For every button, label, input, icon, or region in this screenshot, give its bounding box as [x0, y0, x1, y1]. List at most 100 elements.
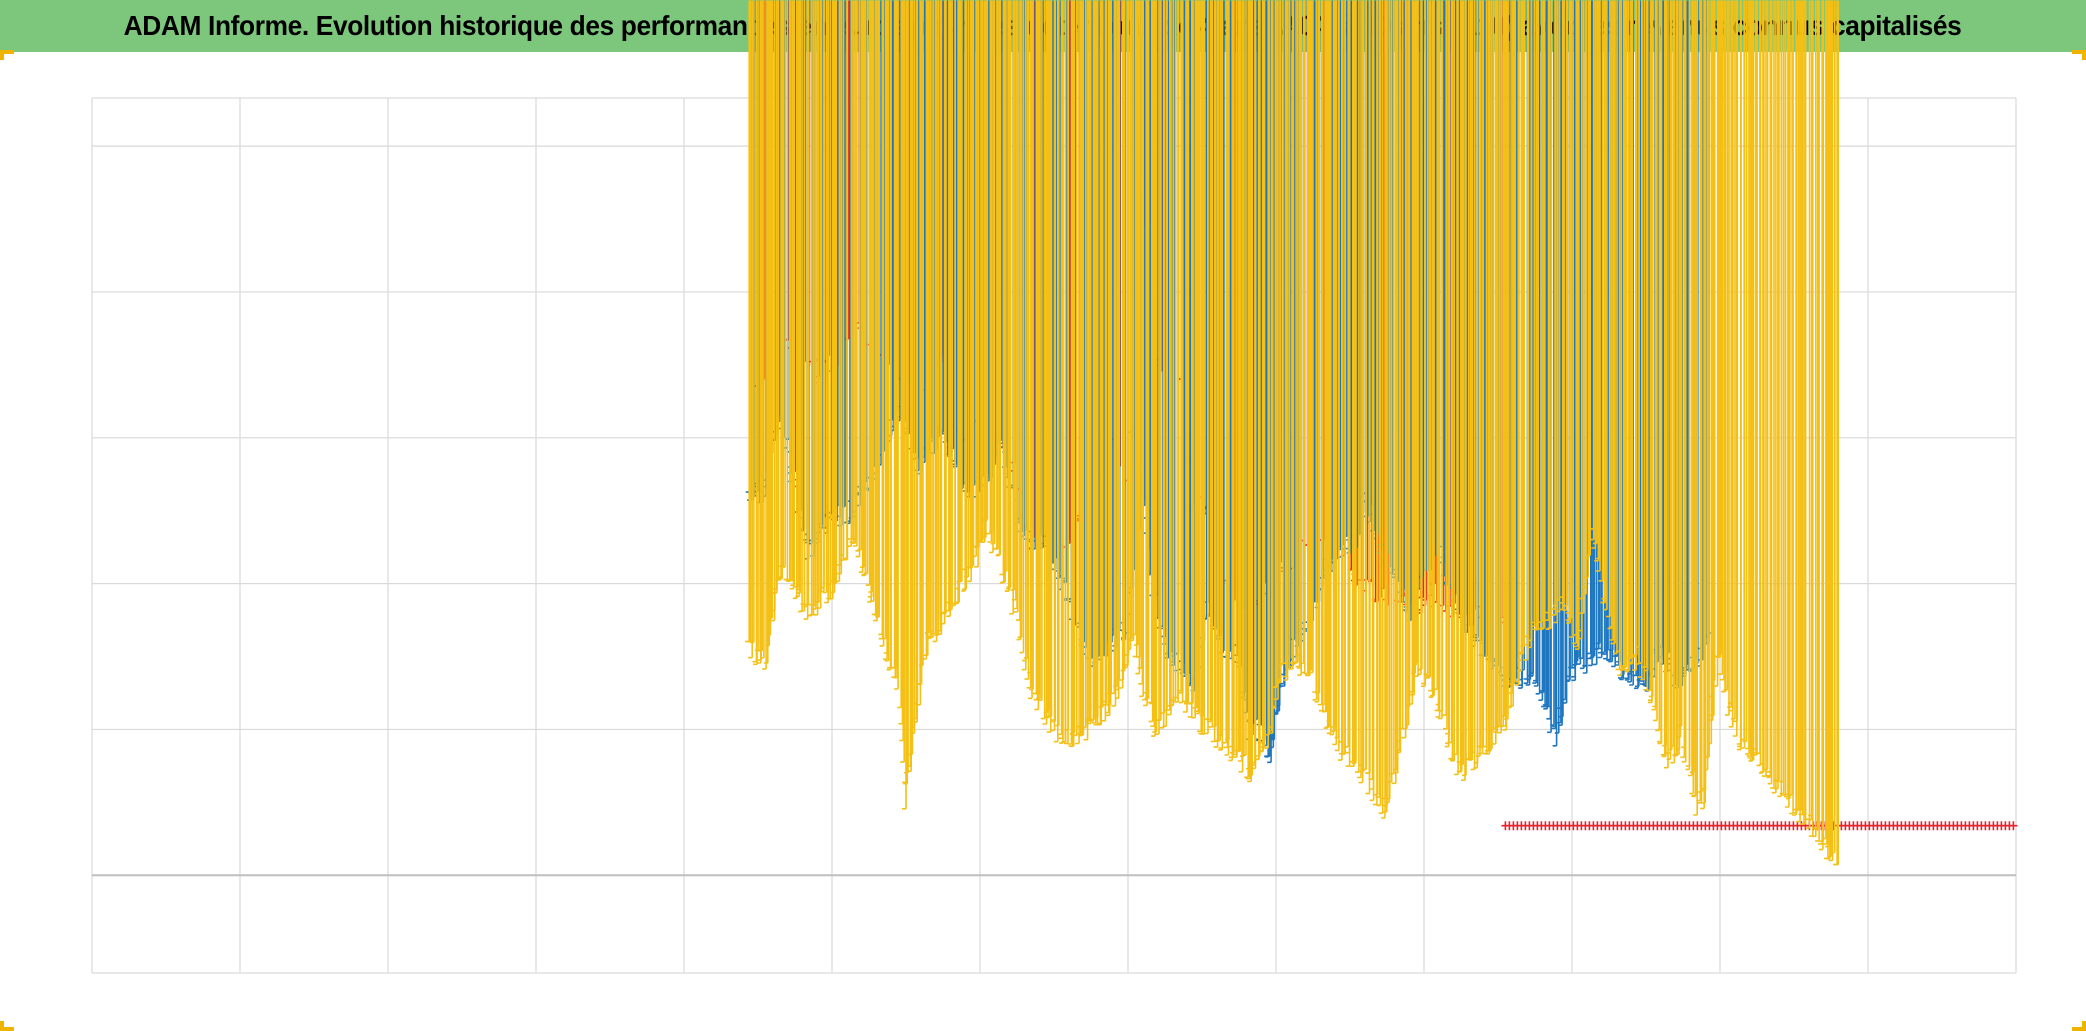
data-point-marker	[1828, 0, 1834, 862]
data-point-marker	[1640, 0, 1646, 681]
data-point-marker	[1009, 0, 1014, 615]
data-point-marker	[1657, 0, 1663, 745]
data-point-marker	[936, 0, 942, 632]
data-point-marker	[1234, 0, 1240, 752]
data-point-marker	[897, 0, 902, 709]
data-point-marker	[1520, 0, 1525, 648]
data-point-marker	[1725, 0, 1730, 716]
data-point-marker	[893, 0, 898, 679]
data-point-marker	[1566, 0, 1571, 624]
data-point-marker	[1271, 0, 1277, 709]
data-point-marker	[1624, 0, 1629, 671]
data-point-marker	[1192, 0, 1198, 709]
data-point-marker	[1207, 0, 1212, 723]
data-point-marker	[1318, 0, 1324, 712]
data-point-marker	[1111, 0, 1117, 707]
data-point-marker	[1721, 0, 1726, 693]
data-point-marker	[1582, 0, 1587, 595]
series-layer	[745, 0, 2018, 866]
data-point-marker	[1178, 0, 1184, 704]
data-point-marker	[1701, 0, 1707, 792]
data-point-marker	[1268, 0, 1274, 728]
data-point-marker	[1705, 0, 1710, 758]
data-point-marker	[955, 0, 960, 603]
data-point-marker	[983, 0, 989, 521]
data-point-marker	[1540, 0, 1546, 629]
data-point-marker	[1508, 0, 1514, 694]
data-point-marker	[923, 0, 929, 656]
data-point-marker	[1024, 0, 1030, 680]
data-point-marker	[1373, 0, 1379, 796]
data-point-marker	[1606, 0, 1611, 618]
data-point-marker	[1685, 0, 1691, 771]
data-point-marker	[1815, 0, 1820, 842]
data-point-marker	[1184, 0, 1190, 704]
data-point-marker	[1661, 0, 1667, 758]
data-point-marker	[1091, 0, 1097, 724]
data-point-marker	[940, 0, 946, 625]
data-point-marker	[1232, 0, 1238, 758]
data-point-marker	[1824, 0, 1830, 848]
data-point-marker	[1378, 0, 1384, 814]
data-point-marker	[1720, 0, 1725, 681]
data-point-marker	[931, 0, 937, 635]
data-point-marker	[749, 0, 755, 644]
data-point-marker	[1279, 0, 1284, 666]
data-point-marker	[904, 0, 909, 774]
data-point-marker	[855, 0, 861, 552]
data-point-marker	[813, 0, 819, 616]
data-point-marker	[1357, 0, 1362, 779]
data-point-marker	[1617, 0, 1623, 677]
data-point-marker	[1079, 0, 1085, 736]
data-point-marker	[1101, 0, 1107, 703]
data-point-marker	[1680, 0, 1686, 759]
data-point-marker	[969, 0, 975, 567]
data-point-marker	[860, 0, 865, 568]
data-point-marker	[1006, 0, 1012, 588]
data-point-marker	[1387, 0, 1393, 783]
data-point-marker	[1586, 0, 1591, 557]
data-point-marker	[1443, 0, 1448, 730]
data-point-marker	[1476, 0, 1482, 748]
data-point-marker	[1174, 0, 1179, 703]
data-point-marker	[967, 0, 972, 583]
data-point-marker	[824, 0, 829, 604]
data-point-marker	[770, 0, 776, 612]
data-point-marker	[879, 0, 885, 647]
data-point-marker	[1325, 0, 1331, 728]
series-red-flat	[1501, 821, 2018, 831]
data-point-marker	[1029, 0, 1034, 691]
data-point-marker	[1784, 0, 1790, 808]
data-point-marker	[1553, 0, 1558, 607]
data-point-marker	[917, 0, 923, 685]
data-point-marker	[899, 0, 904, 742]
data-point-marker	[987, 0, 993, 543]
data-point-marker	[1602, 0, 1608, 611]
data-point-marker	[1771, 0, 1777, 794]
data-point-marker	[843, 0, 849, 561]
data-point-marker	[1700, 0, 1705, 790]
data-point-marker	[1479, 0, 1485, 749]
data-point-marker	[1732, 0, 1738, 737]
data-point-marker	[1666, 0, 1672, 760]
data-point-marker	[1491, 0, 1497, 745]
data-point-marker	[758, 0, 763, 652]
data-point-marker	[1669, 0, 1675, 747]
data-point-marker	[1742, 0, 1748, 743]
data-point-marker	[1766, 0, 1772, 779]
data-point-marker	[1411, 0, 1417, 674]
data-point-marker	[919, 0, 924, 666]
data-point-marker	[1821, 0, 1827, 840]
data-point-marker	[1162, 0, 1168, 727]
data-point-marker	[1691, 0, 1697, 797]
data-point-marker	[929, 0, 934, 632]
data-point-marker	[1408, 0, 1414, 693]
data-point-marker	[995, 0, 1001, 557]
data-point-marker	[1244, 0, 1249, 779]
data-point-marker	[892, 0, 897, 669]
data-point-marker	[1426, 0, 1432, 678]
data-point-marker	[1293, 0, 1299, 664]
data-point-marker	[1115, 0, 1121, 680]
data-point-marker	[1410, 0, 1416, 696]
data-point-marker	[1591, 0, 1597, 549]
